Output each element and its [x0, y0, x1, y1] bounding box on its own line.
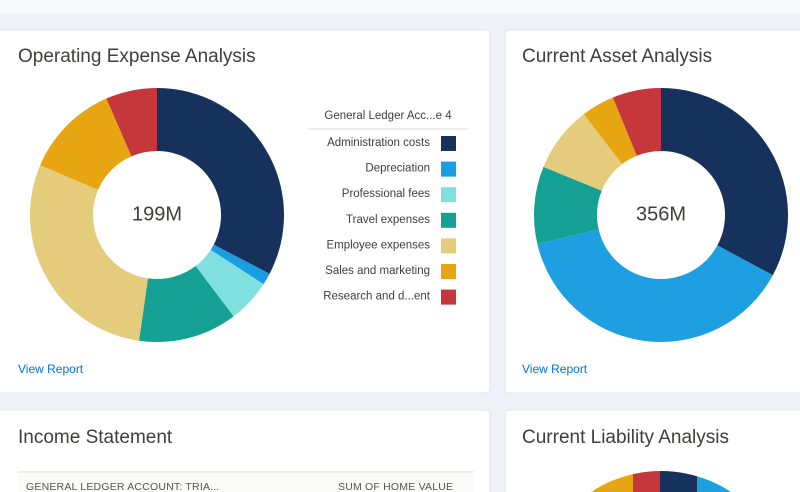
legend-title: General Ledger Acc...e 4: [324, 110, 452, 122]
donut-segment: [537, 229, 773, 342]
top-bar: [0, 0, 800, 14]
legend-label: Administration costs: [327, 137, 430, 149]
center-label: 356M: [636, 203, 686, 225]
donut-segment: [157, 88, 285, 274]
card-title: Income Statement: [18, 427, 173, 448]
card: [504, 409, 800, 492]
legend-label: Professional fees: [342, 188, 430, 200]
column-header: SUM OF HOME VALUE: [338, 481, 453, 492]
donut-segment: [40, 98, 132, 190]
legend-label: Travel expenses: [346, 214, 430, 226]
donut-segment: [195, 249, 264, 317]
card-title: Current Asset Analysis: [522, 46, 712, 67]
legend-label: Employee expenses: [326, 239, 430, 251]
legend-swatch: [441, 212, 456, 228]
legend-swatch: [441, 264, 456, 279]
donut-segment: [661, 88, 789, 276]
legend-swatch: [441, 161, 456, 177]
card-title: Operating Expense Analysis: [18, 46, 256, 67]
donut-segment: [612, 88, 661, 156]
donut-segment: [543, 114, 623, 191]
column-header: GENERAL LEDGER ACCOUNT: TRIA...: [26, 481, 220, 492]
legend-swatch: [441, 136, 456, 151]
donut-segment: [210, 244, 270, 285]
legend-swatch: [441, 238, 456, 254]
view-report-link[interactable]: View Report: [522, 362, 588, 376]
legend-swatch: [441, 187, 456, 203]
donut-segment: [139, 266, 234, 342]
donut-segment: [534, 166, 602, 244]
legend-label: Depreciation: [365, 163, 430, 175]
table-header: [18, 473, 474, 492]
donut-segment: [106, 88, 157, 157]
view-report-link[interactable]: View Report: [18, 362, 84, 376]
card-title: Current Liability Analysis: [522, 427, 729, 448]
legend-swatch: [441, 289, 456, 305]
legend-label: Sales and marketing: [325, 265, 430, 277]
donut-segment: [583, 97, 637, 165]
donut-segment: [30, 165, 148, 341]
center-label: 199M: [132, 203, 182, 225]
legend-label: Research and d...ent: [323, 291, 431, 303]
